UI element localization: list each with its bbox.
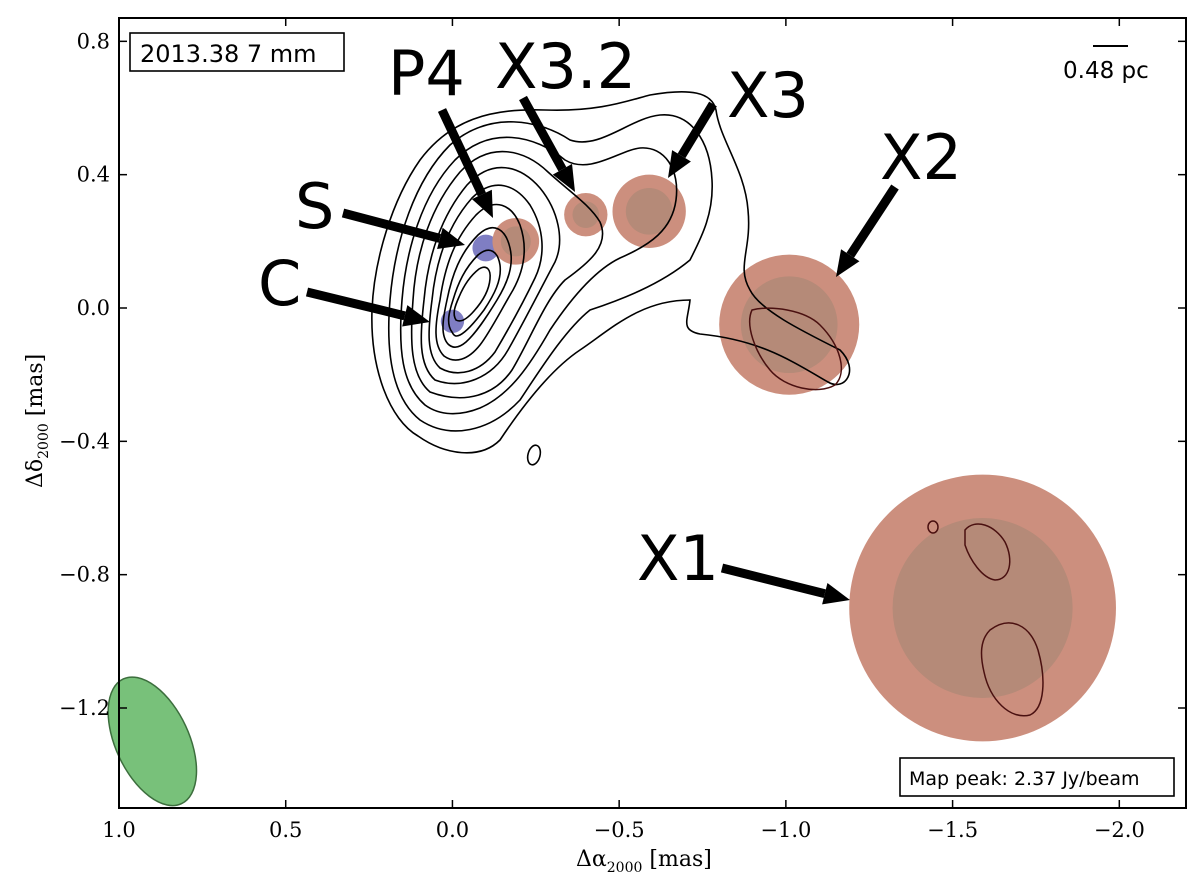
flux-contour	[435, 203, 525, 361]
x-tick-label: −1.5	[927, 818, 978, 842]
pointer-arrow-head	[668, 150, 691, 178]
flux-contour	[428, 184, 543, 374]
y-tick-label: −1.2	[59, 696, 110, 720]
component-x3	[612, 174, 686, 249]
label-group-c: C	[258, 247, 430, 327]
pointer-arrow-head	[836, 249, 860, 277]
x-tick-label: 0.5	[269, 818, 302, 842]
flux-contour	[453, 266, 491, 322]
x-tick-label: −2.0	[1094, 818, 1145, 842]
x-tick-label: 0.0	[436, 818, 469, 842]
flux-contour-x1-lower	[980, 622, 1044, 717]
y-axis-label: Δδ2000 [mas]	[23, 354, 52, 488]
pointer-arrow-shaft	[519, 95, 567, 172]
component-labels: CS P4 X3.2 X3 X2 X1	[258, 30, 962, 605]
y-tick-label: −0.8	[59, 563, 110, 587]
flux-contour-island	[526, 444, 542, 466]
map-peak-box: Map peak: 2.37 Jy/beam	[899, 757, 1175, 797]
component-marker	[440, 309, 465, 334]
pointer-arrow-head	[402, 305, 430, 327]
pointer-arrow-head	[437, 227, 465, 250]
flux-contour	[387, 114, 713, 432]
components-layer	[440, 174, 1116, 742]
component-inner-circle	[740, 276, 838, 374]
pointer-arrow-head	[552, 163, 575, 192]
flux-contour	[442, 226, 513, 348]
component-label: X3.2	[495, 30, 636, 103]
y-tick-label: 0.4	[77, 163, 110, 187]
y-tick-label: 0.8	[77, 29, 110, 53]
component-inner-circle	[572, 201, 600, 229]
y-tick-label: −0.4	[59, 429, 110, 453]
flux-contour-x1-island	[927, 520, 939, 534]
scale-bar-label: 0.48 pc	[1063, 58, 1149, 84]
component-label: P4	[388, 37, 465, 110]
pointer-arrow-shaft	[677, 101, 717, 159]
flux-contour-x2	[748, 307, 843, 391]
x-tick-label: 1.0	[102, 818, 135, 842]
pointer-arrow-shaft	[305, 287, 406, 321]
component-label: X3	[727, 59, 809, 132]
pointer-arrow-head	[822, 583, 850, 605]
component-label: X1	[637, 522, 719, 595]
component-c	[440, 309, 465, 334]
label-group-p4: P4	[388, 37, 493, 218]
ticks-layer: 1.0 0.5 0.0 −0.5 −1.0 −1.5 −2.0 0.8 0.4 0.0 −0.4 −0…	[59, 18, 1186, 842]
label-group-s: S	[295, 170, 465, 250]
flux-contour-x1-upper	[964, 523, 1011, 581]
component-x3-2	[564, 192, 608, 237]
pointer-arrow-shaft	[437, 108, 486, 197]
x-tick-label: −1.0	[760, 818, 811, 842]
y-tick-label: 0.0	[77, 296, 110, 320]
pointer-arrow-head	[471, 189, 493, 218]
component-label: S	[295, 170, 334, 243]
component-x2	[719, 254, 860, 395]
component-x1	[849, 474, 1116, 742]
epoch-label: 2013.38 7 mm	[140, 40, 317, 68]
contours-layer	[371, 90, 1044, 717]
component-inner-circle	[625, 187, 673, 235]
epoch-label-box: 2013.38 7 mm	[129, 32, 345, 72]
plot-frame	[118, 17, 1187, 809]
component-inner-circle	[892, 517, 1073, 699]
flux-contour	[447, 249, 502, 337]
label-group-x3-2: X3.2	[495, 30, 636, 192]
component-label: C	[258, 247, 301, 320]
flux-contour	[420, 166, 561, 385]
component-label: X2	[880, 121, 962, 194]
pointer-arrow-shaft	[846, 184, 899, 258]
label-group-x2: X2	[836, 121, 962, 277]
map-peak-label: Map peak: 2.37 Jy/beam	[909, 768, 1139, 790]
label-group-x1: X1	[637, 522, 850, 605]
label-group-x3: X3	[668, 59, 809, 178]
x-tick-label: −0.5	[594, 818, 645, 842]
pointer-arrow-shaft	[341, 208, 441, 243]
flux-contour	[410, 150, 604, 399]
flux-contour	[371, 90, 851, 454]
pointer-arrow-shaft	[720, 563, 826, 599]
x-axis-label: Δα2000 [mas]	[576, 847, 712, 876]
epoch-label-frame	[129, 32, 345, 72]
flux-contour	[399, 136, 678, 415]
scale-bar: 0.48 pc	[1063, 45, 1149, 84]
component-inner-circle	[500, 226, 531, 257]
component-p4	[492, 217, 540, 265]
map-peak-frame	[899, 757, 1175, 797]
